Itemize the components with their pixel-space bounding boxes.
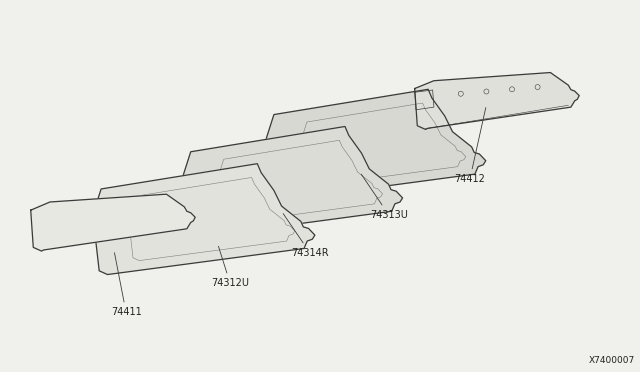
Polygon shape bbox=[93, 164, 315, 275]
Polygon shape bbox=[415, 73, 579, 129]
Polygon shape bbox=[31, 194, 195, 251]
Text: X7400007: X7400007 bbox=[589, 356, 635, 365]
Text: 74314R: 74314R bbox=[283, 214, 329, 258]
Polygon shape bbox=[182, 126, 403, 237]
Text: 74312U: 74312U bbox=[211, 246, 249, 288]
Polygon shape bbox=[266, 89, 486, 200]
Text: 74313U: 74313U bbox=[361, 174, 408, 220]
Text: 74412: 74412 bbox=[454, 108, 486, 184]
Text: 74411: 74411 bbox=[111, 253, 141, 317]
